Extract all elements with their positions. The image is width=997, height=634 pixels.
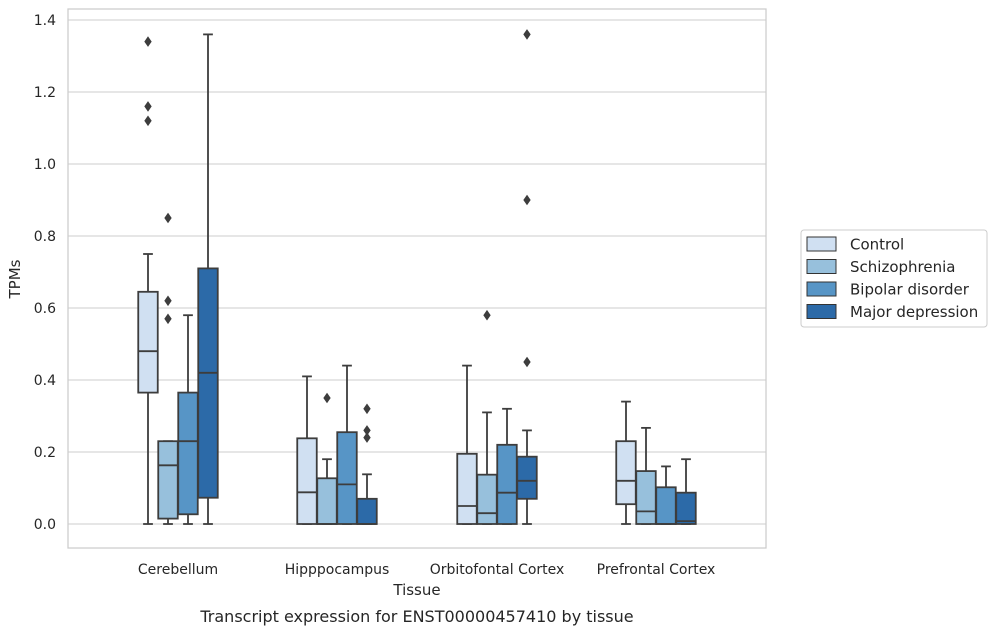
outlier-point [164, 313, 172, 325]
x-tick-label: Prefrontal Cortex [597, 562, 716, 578]
box-group [197, 33, 219, 525]
x-tick-label: Cerebellum [138, 562, 218, 578]
outlier-point [523, 194, 531, 206]
legend-label: Major depression [850, 303, 978, 321]
outlier-point [523, 356, 531, 368]
box-group [356, 403, 378, 525]
x-tick-label: Orbitofontal Cortex [430, 562, 565, 578]
box-group [316, 392, 338, 525]
box [197, 267, 219, 499]
y-tick-label: 0.2 [34, 445, 56, 461]
y-tick-label: 1.2 [34, 85, 56, 101]
outlier-point [523, 29, 531, 40]
box [496, 443, 518, 525]
box [655, 486, 677, 525]
y-tick-label: 0.0 [34, 517, 56, 533]
x-axis-ticks: Cerebellum Hipppocampus Orbitofontal Corte… [138, 562, 715, 578]
y-tick-label: 0.6 [34, 301, 56, 317]
box-group [516, 29, 538, 525]
box [356, 497, 378, 525]
box [177, 391, 199, 516]
outlier-point [483, 309, 491, 321]
chart-caption: Transcript expression for ENST0000045741… [199, 607, 633, 626]
plot-frame [67, 8, 767, 549]
box-group [615, 400, 637, 525]
box [137, 290, 159, 394]
outlier-point [144, 115, 152, 127]
outlier-point [363, 425, 371, 436]
box [157, 440, 179, 520]
y-tick-label: 0.8 [34, 229, 56, 245]
legend-label: Schizophrenia [850, 258, 955, 276]
box-group [336, 364, 358, 525]
box [615, 440, 637, 506]
box-group [496, 407, 518, 525]
legend-label: Control [850, 236, 904, 254]
box [316, 477, 338, 525]
y-axis-ticks: 0.0 0.2 0.4 0.6 0.8 1.0 1.2 1.4 [34, 13, 56, 533]
outlier-point [164, 212, 172, 224]
y-axis-label: TPMs [6, 259, 24, 299]
legend: Control Schizophrenia Bipolar disorder Majo… [800, 229, 988, 328]
outlier-point [323, 392, 331, 404]
box-group [137, 36, 159, 525]
outlier-point [363, 432, 371, 443]
box [456, 452, 478, 525]
box [635, 470, 657, 525]
box [675, 491, 697, 525]
outlier-point [363, 403, 371, 415]
y-tick-label: 0.4 [34, 373, 56, 389]
legend-swatch [806, 236, 837, 252]
x-tick-label: Hipppocampus [285, 562, 390, 578]
box-group [456, 364, 478, 525]
box [476, 473, 498, 525]
outlier-point [164, 295, 172, 307]
box [336, 431, 358, 525]
box-group [177, 314, 199, 525]
box [516, 455, 538, 500]
box-group [675, 458, 697, 525]
legend-swatch [806, 281, 837, 297]
y-tick-label: 1.0 [34, 157, 56, 173]
legend-label: Bipolar disorder [850, 281, 970, 299]
x-axis-label: Tissue [392, 581, 440, 599]
outlier-point [144, 101, 152, 112]
box-group [157, 212, 179, 525]
outlier-point [144, 36, 152, 47]
legend-frame [800, 229, 988, 328]
box-group [476, 309, 498, 525]
legend-swatch [806, 304, 837, 319]
box-group [635, 426, 657, 525]
legend-swatch [806, 259, 837, 274]
box [296, 437, 318, 525]
plot-area [137, 29, 697, 525]
box-group [655, 465, 677, 525]
box-group [296, 375, 318, 525]
y-tick-label: 1.4 [34, 13, 56, 29]
